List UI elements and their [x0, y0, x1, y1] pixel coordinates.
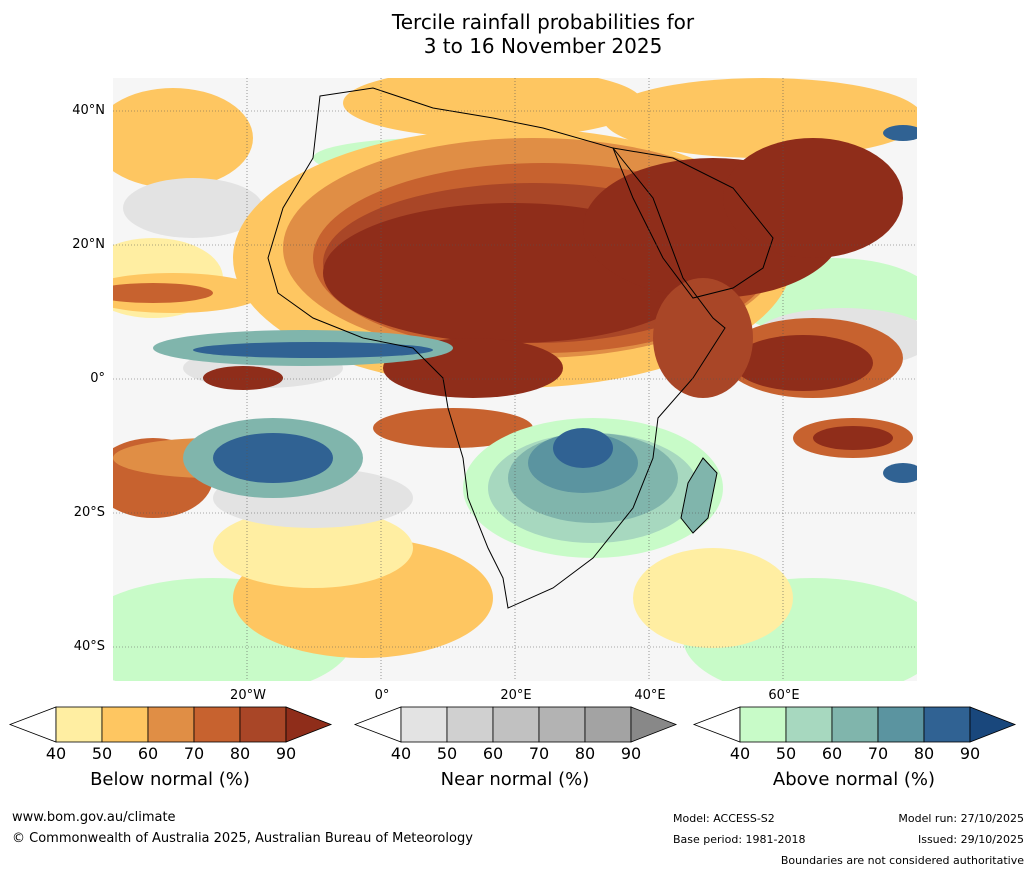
arabia-outline	[612, 147, 774, 299]
website-link[interactable]: www.bom.gov.au/climate	[12, 810, 176, 825]
near-normal-colorbar	[353, 706, 678, 743]
above-normal-region	[153, 125, 917, 558]
lat-label-eq: 0°	[90, 371, 105, 386]
near-tick-70: 70	[528, 744, 550, 763]
below-tick-40: 40	[45, 744, 67, 763]
above-swatch-3	[877, 706, 925, 743]
below-swatch-4	[239, 706, 287, 743]
title-line-1: Tercile rainfall probabilities for	[391, 10, 695, 34]
below-tick-50: 50	[91, 744, 113, 763]
lon-label-40e: 40°E	[634, 688, 666, 703]
below-tick-80: 80	[229, 744, 251, 763]
below-normal-region	[113, 128, 913, 518]
above-tick-60: 60	[821, 744, 843, 763]
near-swatch-4	[584, 706, 632, 743]
below-tick-70: 70	[183, 744, 205, 763]
rainfall-probability-map	[113, 78, 917, 681]
above-tick-70: 70	[867, 744, 889, 763]
madagascar-outline	[680, 457, 718, 534]
lat-label-40s: 40°S	[73, 639, 105, 654]
near-tick-90: 90	[620, 744, 642, 763]
copyright-text: © Commonwealth of Australia 2025, Austra…	[12, 831, 473, 846]
above-arrow-right	[969, 706, 1017, 743]
below-swatch-0	[55, 706, 103, 743]
near-arrow-right	[630, 706, 678, 743]
above-legend-title: Above normal (%)	[772, 769, 936, 790]
above-swatch-4	[923, 706, 971, 743]
below-arrow-left	[8, 706, 57, 743]
near-swatch-0	[400, 706, 448, 743]
lat-label-20n: 20°N	[72, 237, 105, 252]
below-swatch-3	[193, 706, 241, 743]
model-run-date: Model run: 27/10/2025	[898, 812, 1024, 825]
near-tick-50: 50	[436, 744, 458, 763]
above-tick-40: 40	[729, 744, 751, 763]
lat-label-20s: 20°S	[73, 505, 105, 520]
below-swatch-2	[147, 706, 195, 743]
above-swatch-1	[785, 706, 833, 743]
near-arrow-left	[353, 706, 402, 743]
near-tick-40: 40	[390, 744, 412, 763]
lat-label-40n: 40°N	[72, 103, 105, 118]
title-line-2: 3 to 16 November 2025	[423, 34, 663, 58]
lon-label-20w: 20°W	[230, 688, 266, 703]
lon-label-20e: 20°E	[500, 688, 532, 703]
below-tick-60: 60	[137, 744, 159, 763]
above-tick-90: 90	[959, 744, 981, 763]
above-arrow-left	[692, 706, 741, 743]
lon-label-0: 0°	[374, 688, 390, 703]
above-tick-80: 80	[913, 744, 935, 763]
below-normal-colorbar	[8, 706, 333, 743]
above-swatch-2	[831, 706, 879, 743]
near-tick-60: 60	[482, 744, 504, 763]
above-tick-50: 50	[775, 744, 797, 763]
legend-bars	[8, 706, 1017, 743]
below-legend-title: Below normal (%)	[90, 769, 250, 790]
map-title: Tercile rainfall probabilities for 3 to …	[0, 10, 1035, 58]
near-legend-title: Near normal (%)	[440, 769, 590, 790]
gridlines	[113, 78, 917, 681]
above-normal-colorbar	[692, 706, 1017, 743]
model-name: Model: ACCESS-S2	[673, 812, 775, 825]
lon-label-60e: 60°E	[768, 688, 800, 703]
near-swatch-1	[446, 706, 494, 743]
below-swatch-1	[101, 706, 149, 743]
below-tick-90: 90	[275, 744, 297, 763]
above-swatch-0	[739, 706, 787, 743]
near-swatch-3	[538, 706, 586, 743]
base-period: Base period: 1981-2018	[673, 833, 806, 846]
below-arrow-right	[285, 706, 333, 743]
boundaries-disclaimer: Boundaries are not considered authoritat…	[780, 854, 1024, 867]
near-tick-80: 80	[574, 744, 596, 763]
issued-date: Issued: 29/10/2025	[917, 833, 1024, 846]
near-swatch-2	[492, 706, 540, 743]
